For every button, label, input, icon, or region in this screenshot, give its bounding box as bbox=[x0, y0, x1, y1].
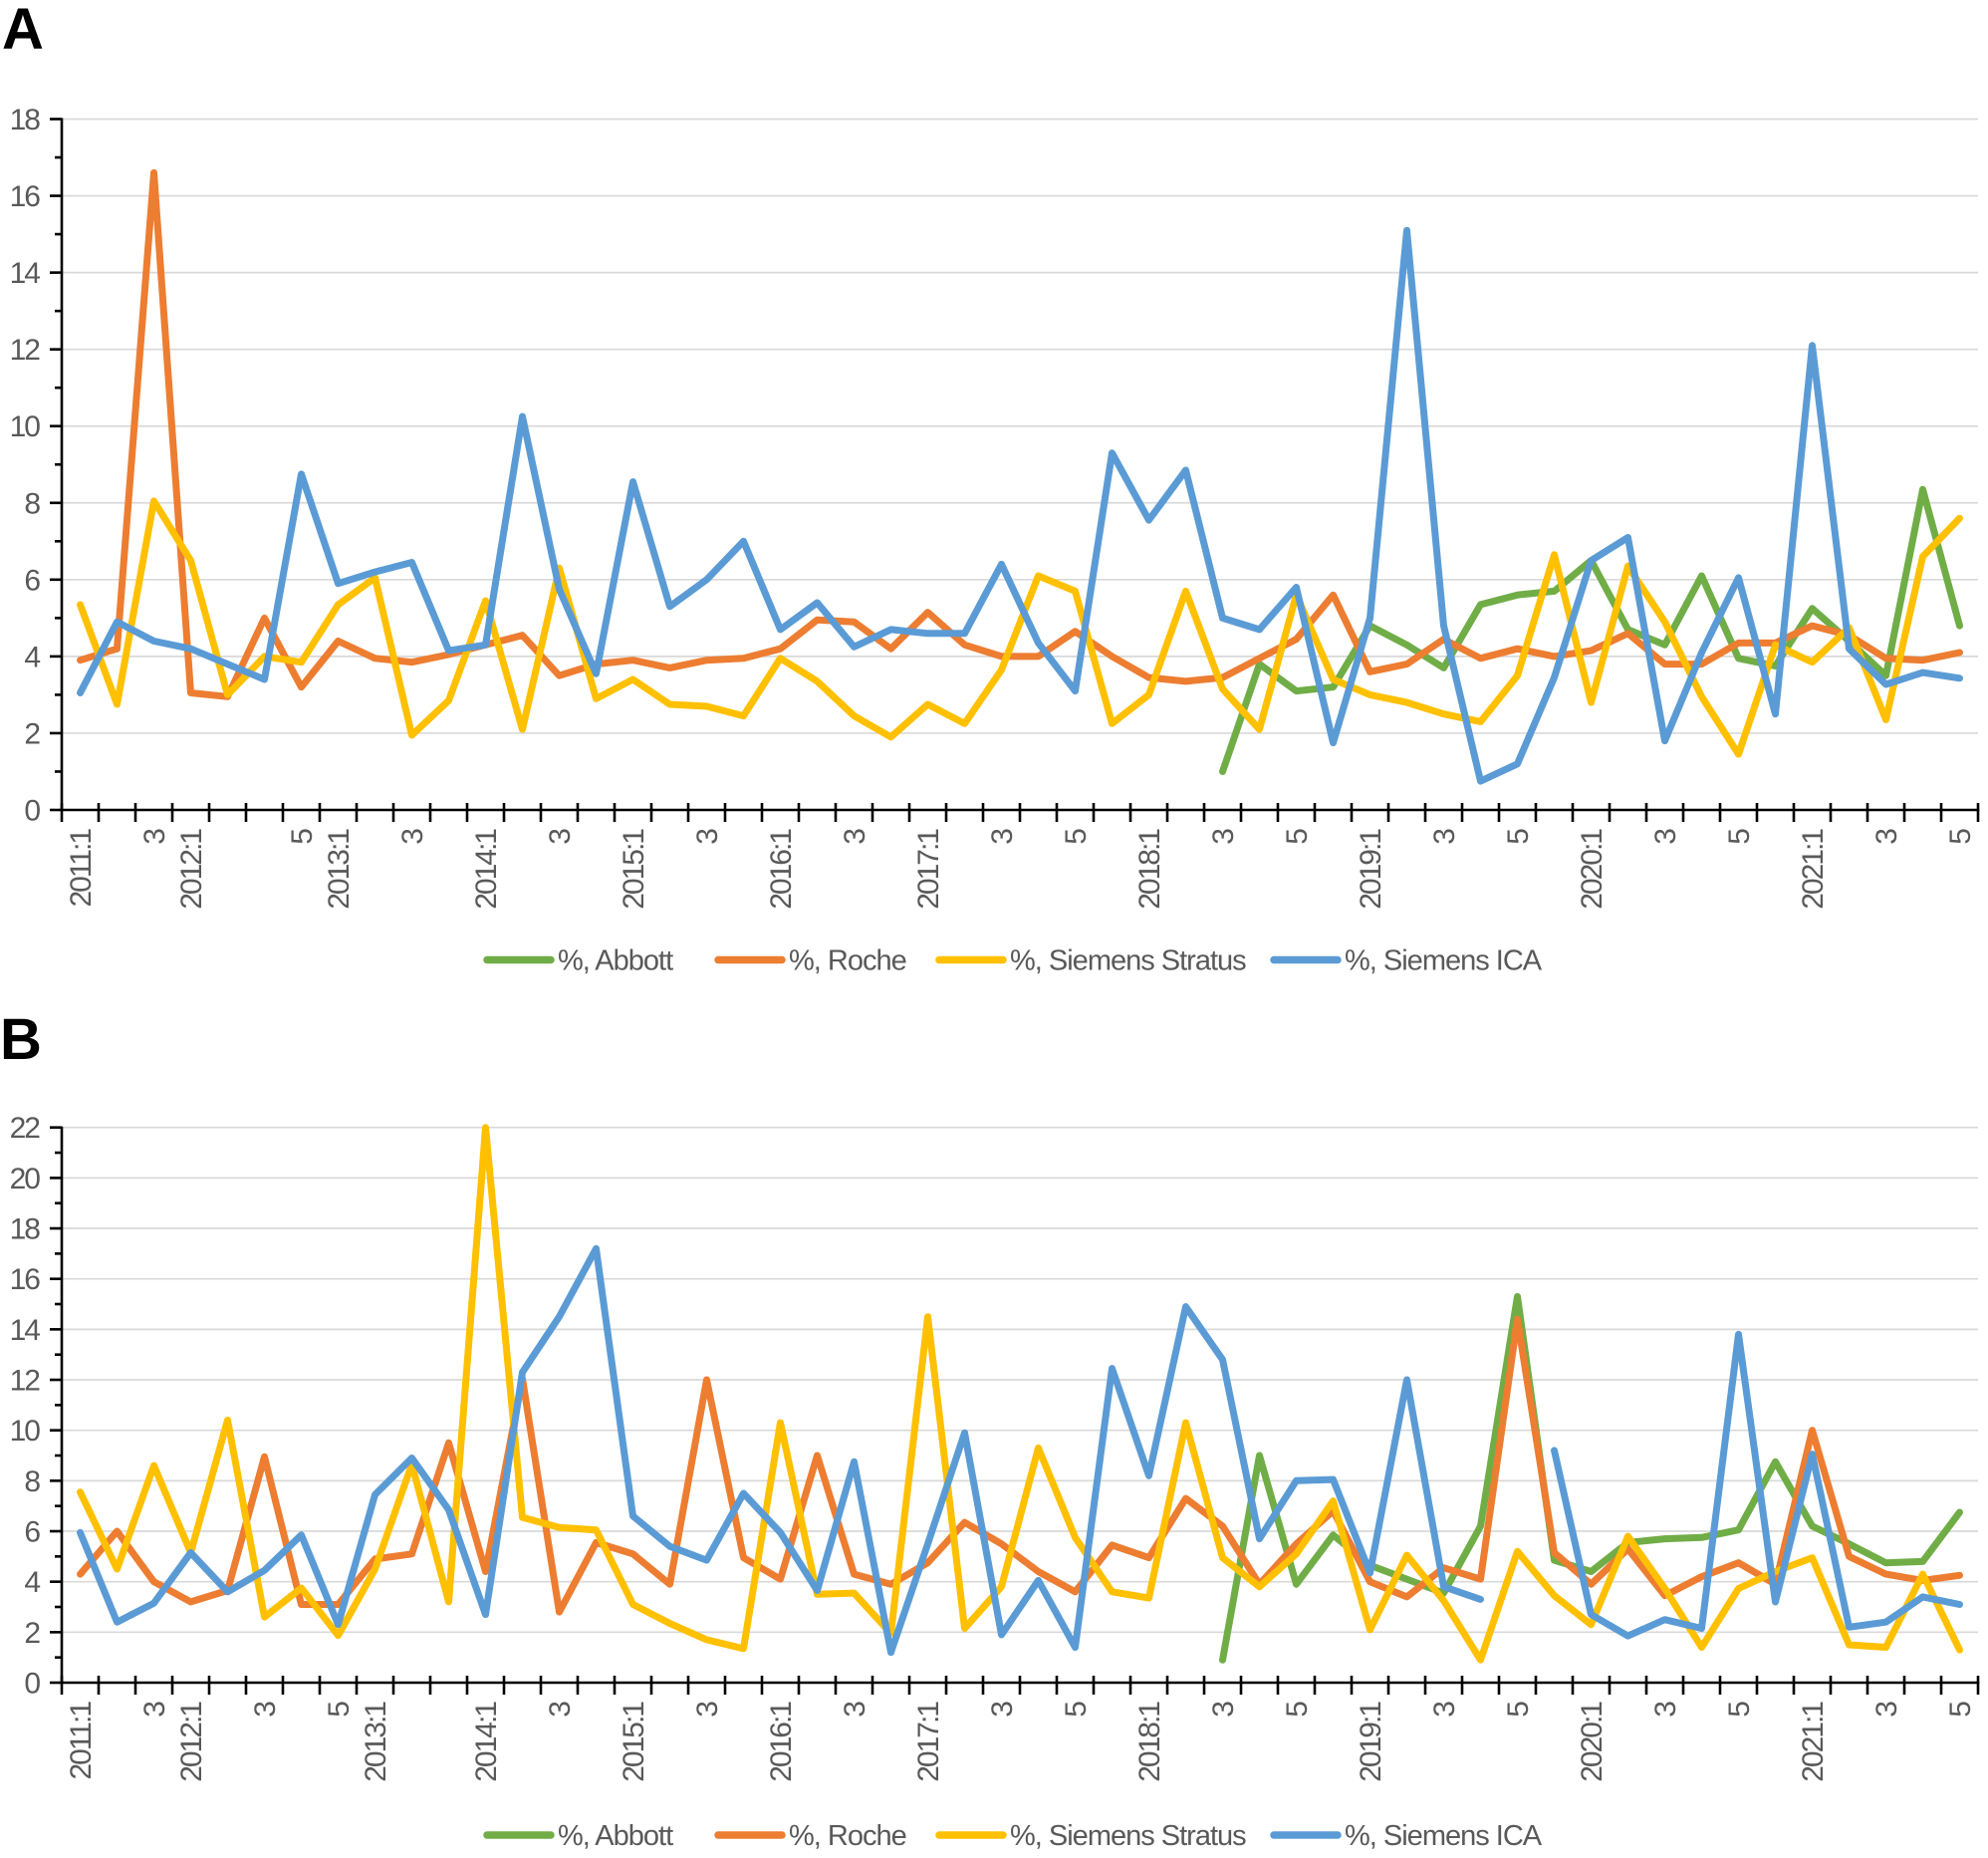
svg-text:2019:1: 2019:1 bbox=[1355, 1702, 1387, 1782]
svg-text:5: 5 bbox=[1060, 829, 1093, 845]
svg-text:3: 3 bbox=[1870, 1702, 1903, 1718]
svg-text:3: 3 bbox=[986, 1702, 1019, 1718]
svg-text:5: 5 bbox=[1723, 829, 1756, 845]
svg-text:10: 10 bbox=[10, 410, 41, 443]
svg-text:2017:1: 2017:1 bbox=[912, 1702, 945, 1782]
svg-text:2017:1: 2017:1 bbox=[912, 829, 945, 910]
svg-text:5: 5 bbox=[1723, 1702, 1756, 1718]
svg-text:3: 3 bbox=[1207, 1702, 1240, 1718]
svg-text:2021:1: 2021:1 bbox=[1797, 1702, 1830, 1782]
svg-text:5: 5 bbox=[1281, 829, 1314, 845]
svg-text:B: B bbox=[0, 1007, 42, 1072]
svg-text:14: 14 bbox=[10, 1314, 41, 1347]
svg-text:5: 5 bbox=[1281, 1702, 1314, 1718]
svg-text:2015:1: 2015:1 bbox=[618, 1702, 650, 1782]
svg-text:3: 3 bbox=[138, 829, 171, 845]
svg-text:%, Roche: %, Roche bbox=[789, 945, 906, 977]
svg-text:2013:1: 2013:1 bbox=[360, 1702, 392, 1782]
svg-text:3: 3 bbox=[249, 1702, 282, 1718]
svg-text:2012:1: 2012:1 bbox=[175, 829, 208, 910]
svg-text:2018:1: 2018:1 bbox=[1133, 1702, 1166, 1782]
svg-text:3: 3 bbox=[986, 829, 1019, 845]
svg-text:5: 5 bbox=[286, 829, 319, 845]
svg-text:3: 3 bbox=[691, 829, 724, 845]
svg-text:22: 22 bbox=[10, 1112, 41, 1145]
svg-text:3: 3 bbox=[1649, 829, 1682, 845]
svg-text:2014:1: 2014:1 bbox=[470, 829, 503, 910]
svg-text:14: 14 bbox=[10, 257, 41, 290]
svg-text:3: 3 bbox=[544, 1702, 577, 1718]
svg-text:%, Siemens Stratus: %, Siemens Stratus bbox=[1010, 945, 1246, 977]
svg-text:2019:1: 2019:1 bbox=[1355, 829, 1387, 910]
svg-text:4: 4 bbox=[24, 641, 40, 673]
svg-text:4: 4 bbox=[24, 1566, 40, 1599]
svg-text:3: 3 bbox=[839, 1702, 871, 1718]
svg-text:16: 16 bbox=[10, 1263, 41, 1296]
svg-text:2013:1: 2013:1 bbox=[323, 829, 356, 910]
svg-text:2011:1: 2011:1 bbox=[65, 829, 98, 908]
svg-text:3: 3 bbox=[1428, 829, 1461, 845]
svg-text:2: 2 bbox=[24, 1617, 40, 1650]
svg-text:5: 5 bbox=[1060, 1702, 1093, 1718]
svg-text:%, Siemens Stratus: %, Siemens Stratus bbox=[1010, 1820, 1246, 1852]
svg-text:%, Abbott: %, Abbott bbox=[558, 1820, 673, 1852]
svg-text:2018:1: 2018:1 bbox=[1133, 829, 1166, 910]
svg-text:3: 3 bbox=[544, 829, 577, 845]
svg-text:%, Siemens ICA: %, Siemens ICA bbox=[1345, 945, 1543, 977]
svg-text:16: 16 bbox=[10, 180, 41, 213]
svg-text:5: 5 bbox=[1944, 1702, 1977, 1718]
svg-text:A: A bbox=[2, 0, 44, 62]
svg-text:2021:1: 2021:1 bbox=[1797, 829, 1830, 910]
svg-text:2012:1: 2012:1 bbox=[175, 1702, 208, 1782]
svg-text:2: 2 bbox=[24, 717, 40, 750]
svg-text:2020:1: 2020:1 bbox=[1576, 829, 1609, 910]
svg-text:5: 5 bbox=[1502, 829, 1535, 845]
svg-text:2020:1: 2020:1 bbox=[1576, 1702, 1609, 1782]
svg-text:3: 3 bbox=[138, 1702, 171, 1718]
svg-text:12: 12 bbox=[10, 334, 41, 367]
svg-text:5: 5 bbox=[323, 1702, 356, 1718]
svg-text:2015:1: 2015:1 bbox=[618, 829, 650, 910]
svg-text:3: 3 bbox=[396, 829, 429, 845]
svg-text:3: 3 bbox=[691, 1702, 724, 1718]
svg-text:12: 12 bbox=[10, 1365, 41, 1398]
svg-text:%, Abbott: %, Abbott bbox=[558, 945, 673, 977]
svg-text:5: 5 bbox=[1944, 829, 1977, 845]
svg-text:8: 8 bbox=[24, 487, 40, 520]
svg-text:18: 18 bbox=[10, 104, 41, 136]
svg-text:2016:1: 2016:1 bbox=[765, 829, 798, 910]
svg-text:2014:1: 2014:1 bbox=[470, 1702, 503, 1782]
svg-text:6: 6 bbox=[24, 1516, 40, 1549]
svg-text:3: 3 bbox=[1207, 829, 1240, 845]
svg-text:20: 20 bbox=[10, 1163, 41, 1195]
svg-text:2011:1: 2011:1 bbox=[65, 1702, 98, 1780]
svg-text:6: 6 bbox=[24, 564, 40, 597]
svg-text:%, Siemens ICA: %, Siemens ICA bbox=[1345, 1820, 1543, 1852]
svg-text:8: 8 bbox=[24, 1465, 40, 1498]
svg-text:0: 0 bbox=[24, 795, 40, 828]
svg-text:3: 3 bbox=[1428, 1702, 1461, 1718]
svg-text:5: 5 bbox=[1502, 1702, 1535, 1718]
svg-text:3: 3 bbox=[1870, 829, 1903, 845]
svg-text:10: 10 bbox=[10, 1415, 41, 1448]
svg-text:18: 18 bbox=[10, 1213, 41, 1246]
svg-text:2016:1: 2016:1 bbox=[765, 1702, 798, 1782]
svg-text:0: 0 bbox=[24, 1668, 40, 1701]
svg-text:%, Roche: %, Roche bbox=[789, 1820, 906, 1852]
svg-text:3: 3 bbox=[1649, 1702, 1682, 1718]
svg-text:3: 3 bbox=[839, 829, 871, 845]
